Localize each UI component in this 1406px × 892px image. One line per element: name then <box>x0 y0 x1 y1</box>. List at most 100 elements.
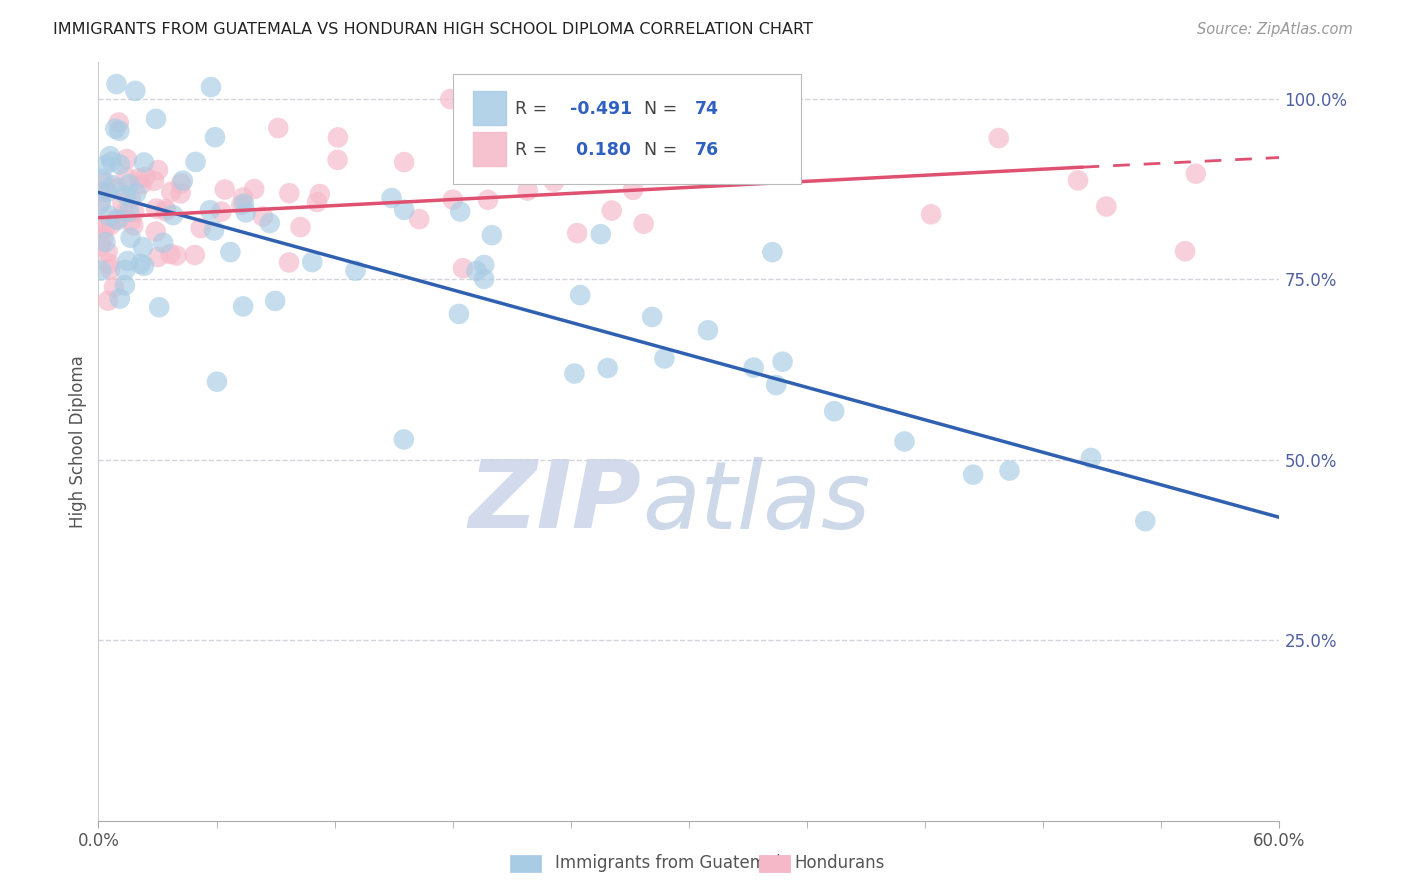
Text: R =: R = <box>516 141 553 159</box>
Point <box>184 248 207 262</box>
Point <box>104 212 127 227</box>
Point <box>567 226 589 240</box>
Point <box>477 193 499 207</box>
Point <box>146 250 169 264</box>
Point <box>998 464 1021 478</box>
Point <box>290 220 312 235</box>
Point <box>103 280 125 294</box>
Point <box>93 230 115 244</box>
Point <box>89 185 111 199</box>
Text: 74: 74 <box>695 100 718 118</box>
Point <box>920 207 942 221</box>
Point <box>564 367 586 381</box>
Point <box>128 171 150 186</box>
Bar <box>472 91 506 126</box>
Point <box>198 203 221 218</box>
Point <box>205 375 228 389</box>
Point <box>392 155 415 169</box>
Point <box>108 157 131 171</box>
Point <box>621 183 644 197</box>
Point <box>146 163 169 178</box>
Point <box>301 255 323 269</box>
Point <box>232 190 254 204</box>
Point <box>529 152 551 166</box>
Point <box>308 187 330 202</box>
Point <box>202 223 225 237</box>
Point <box>439 92 461 106</box>
Point <box>89 194 111 209</box>
Point <box>114 278 136 293</box>
Point <box>120 231 142 245</box>
Text: -0.491: -0.491 <box>569 100 631 118</box>
Point <box>472 272 495 286</box>
Point <box>264 293 287 308</box>
Point <box>893 434 915 449</box>
Text: IMMIGRANTS FROM GUATEMALA VS HONDURAN HIGH SCHOOL DIPLOMA CORRELATION CHART: IMMIGRANTS FROM GUATEMALA VS HONDURAN HI… <box>53 22 813 37</box>
Point <box>243 182 266 196</box>
Point <box>392 433 415 447</box>
Point <box>823 404 845 418</box>
Point <box>96 185 118 199</box>
Point <box>155 204 177 219</box>
Point <box>600 203 623 218</box>
Point <box>159 247 181 261</box>
Point <box>987 131 1010 145</box>
Point <box>134 169 156 184</box>
Text: R =: R = <box>516 100 553 118</box>
Point <box>120 191 142 205</box>
Point <box>160 185 183 199</box>
Point <box>596 361 619 376</box>
Point <box>408 212 430 227</box>
Point <box>481 228 503 243</box>
Point <box>472 258 495 272</box>
Point <box>90 185 112 199</box>
Point <box>259 216 281 230</box>
Point <box>107 213 129 227</box>
Point <box>115 169 138 184</box>
Point <box>232 196 254 211</box>
Point <box>145 202 167 216</box>
Point <box>305 195 328 210</box>
Point <box>200 80 222 95</box>
Point <box>132 240 155 254</box>
Point <box>117 254 139 268</box>
Point <box>90 239 112 253</box>
Text: ZIP: ZIP <box>468 456 641 549</box>
Point <box>162 208 184 222</box>
Point <box>204 130 226 145</box>
Point <box>235 205 257 219</box>
Point <box>118 178 141 192</box>
Point <box>115 152 138 166</box>
Point <box>152 235 174 250</box>
Point <box>1067 173 1090 187</box>
Y-axis label: High School Diploma: High School Diploma <box>69 355 87 528</box>
Point <box>107 115 129 129</box>
Point <box>172 174 194 188</box>
Point <box>326 130 349 145</box>
Point <box>465 264 488 278</box>
Text: Immigrants from Guatemala: Immigrants from Guatemala <box>555 855 792 872</box>
Point <box>1095 200 1118 214</box>
Point <box>118 204 141 219</box>
Point <box>447 307 470 321</box>
Point <box>97 293 120 308</box>
Point <box>122 205 145 219</box>
Point <box>94 158 117 172</box>
Point <box>232 299 254 313</box>
Point <box>98 262 121 277</box>
Point <box>89 217 111 231</box>
Point <box>94 176 117 190</box>
Point <box>697 323 720 337</box>
Point <box>101 178 124 193</box>
Point <box>98 149 121 163</box>
Point <box>569 288 592 302</box>
Point <box>326 153 349 167</box>
Point <box>104 121 127 136</box>
Point <box>97 244 120 259</box>
Point <box>90 171 112 186</box>
Point <box>219 245 242 260</box>
Point <box>132 259 155 273</box>
Point <box>105 77 128 91</box>
Bar <box>472 132 506 166</box>
Point <box>94 235 117 249</box>
